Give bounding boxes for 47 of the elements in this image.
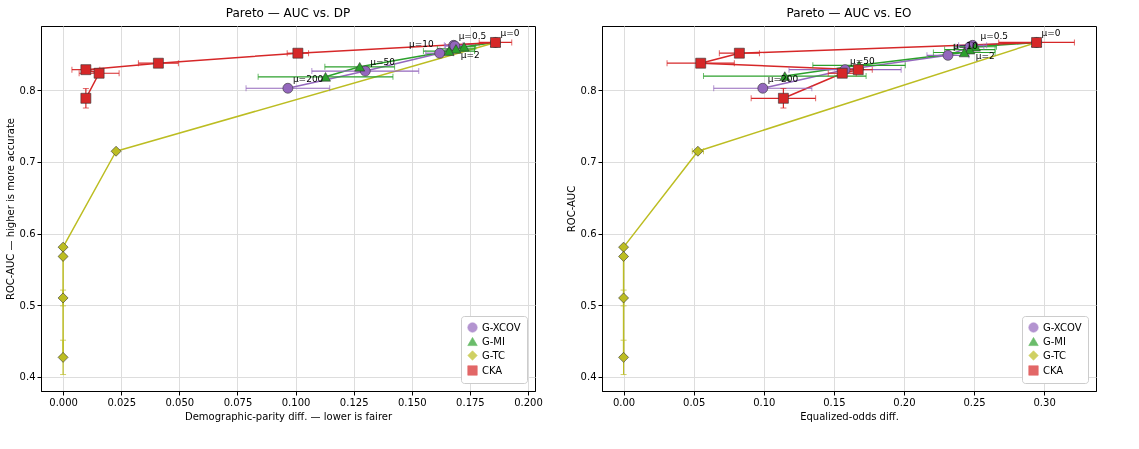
y-axis-title: ROC-AUC [565,185,577,233]
x-axis-title: Equalized-odds diff. [800,410,899,422]
x-tick-label: 0.15 [823,396,846,408]
x-tick-label: 0.05 [683,396,706,408]
annotation: μ=0.5 [458,31,487,42]
legend-label: G-XCOV [482,321,521,333]
x-tick-label: 0.000 [49,396,78,408]
legend-label: CKA [482,364,503,376]
y-tick-label: 0.8 [580,84,597,96]
y-tick-label: 0.6 [19,228,36,240]
y-tick-label: 0.7 [580,156,597,168]
annotation: μ=0 [1041,28,1061,39]
annotation: μ=0 [500,28,520,39]
legend-label: G-TC [482,349,505,361]
x-tick-label: 0.20 [893,396,916,408]
x-tick-label: 0.025 [107,396,137,408]
x-tick-label: 0.100 [281,396,311,408]
y-axis-title: ROC-AUC — higher is more accurate [4,118,16,300]
x-tick-label: 0.25 [963,396,986,408]
x-tick-label: 0.175 [456,396,485,408]
y-tick-label: 0.6 [580,228,597,240]
annotation: μ=2 [975,50,995,61]
legend-label: G-XCOV [1043,321,1082,333]
y-tick-label: 0.8 [19,84,36,96]
annotation: μ=50 [850,55,876,66]
legend-label: G-TC [1043,349,1066,361]
x-tick-label: 0.050 [165,396,195,408]
y-tick-label: 0.5 [19,299,36,311]
x-tick-label: 0.150 [397,396,427,408]
legend-label: G-MI [482,335,505,347]
y-tick-label: 0.4 [580,371,597,383]
legend-label: CKA [1043,364,1064,376]
y-tick-label: 0.5 [580,299,597,311]
x-tick-label: 0.200 [514,396,543,408]
x-tick-label: 0.00 [612,396,636,408]
annotation: μ=2 [460,50,480,61]
x-tick-label: 0.10 [753,396,776,408]
x-tick-label: 0.075 [223,396,253,408]
x-tick-label: 0.30 [1033,396,1056,408]
chart-title: Pareto — AUC vs. DP [225,6,351,20]
legend-label: G-MI [1043,335,1066,347]
y-tick-label: 0.7 [19,156,36,168]
chart-title: Pareto — AUC vs. EO [786,6,912,20]
annotation: μ=0.5 [980,31,1009,42]
x-tick-label: 0.125 [339,396,369,408]
y-tick-label: 0.4 [19,371,36,383]
x-axis-title: Demographic-parity diff. — lower is fairer [184,410,393,422]
